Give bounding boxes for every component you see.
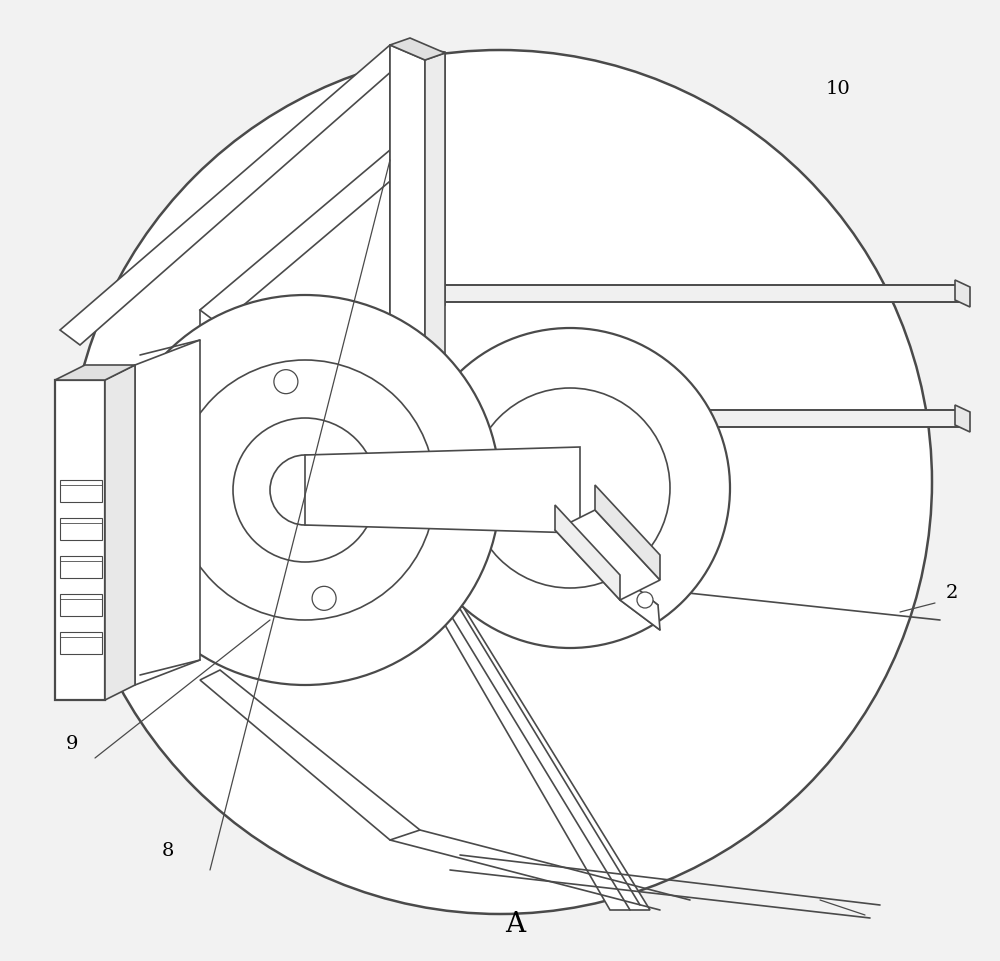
Polygon shape bbox=[555, 505, 620, 600]
Polygon shape bbox=[60, 594, 102, 616]
Polygon shape bbox=[390, 45, 445, 285]
Polygon shape bbox=[955, 280, 970, 307]
Polygon shape bbox=[200, 160, 390, 530]
Polygon shape bbox=[430, 285, 960, 302]
Text: 9: 9 bbox=[66, 735, 78, 752]
Polygon shape bbox=[430, 410, 960, 427]
Circle shape bbox=[274, 370, 298, 394]
Polygon shape bbox=[60, 632, 102, 654]
Polygon shape bbox=[390, 530, 650, 910]
Polygon shape bbox=[555, 510, 660, 600]
Circle shape bbox=[68, 50, 932, 914]
Text: 8: 8 bbox=[162, 843, 174, 860]
Polygon shape bbox=[60, 556, 102, 578]
Polygon shape bbox=[55, 365, 135, 380]
Polygon shape bbox=[425, 53, 445, 550]
Polygon shape bbox=[135, 340, 200, 685]
Polygon shape bbox=[955, 405, 970, 432]
Polygon shape bbox=[305, 447, 580, 533]
Polygon shape bbox=[595, 485, 660, 580]
Circle shape bbox=[110, 295, 500, 685]
Polygon shape bbox=[200, 670, 420, 840]
Circle shape bbox=[410, 328, 730, 648]
Polygon shape bbox=[55, 380, 105, 700]
Polygon shape bbox=[105, 365, 135, 700]
Text: A: A bbox=[505, 911, 525, 938]
Circle shape bbox=[233, 418, 377, 562]
Polygon shape bbox=[620, 575, 660, 630]
Polygon shape bbox=[390, 38, 445, 60]
Polygon shape bbox=[390, 45, 425, 550]
Text: 2: 2 bbox=[946, 584, 958, 602]
Polygon shape bbox=[390, 285, 445, 310]
Polygon shape bbox=[60, 518, 102, 540]
Circle shape bbox=[312, 586, 336, 610]
Text: 10: 10 bbox=[826, 81, 850, 98]
Circle shape bbox=[470, 388, 670, 588]
Polygon shape bbox=[60, 480, 102, 502]
Circle shape bbox=[270, 455, 340, 525]
Polygon shape bbox=[60, 45, 410, 345]
Polygon shape bbox=[200, 150, 415, 325]
Circle shape bbox=[175, 360, 435, 620]
Circle shape bbox=[637, 592, 653, 608]
